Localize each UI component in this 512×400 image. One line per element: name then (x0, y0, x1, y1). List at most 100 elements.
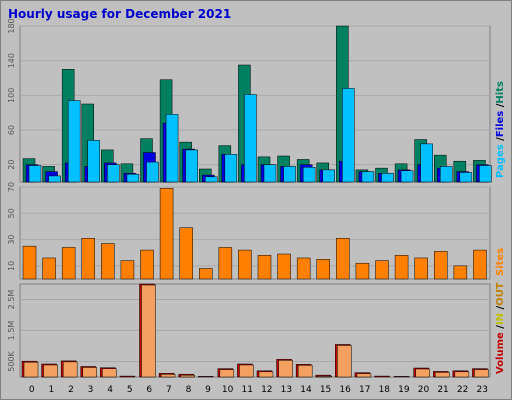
y-tick-label: 50 (7, 208, 16, 218)
pages-files-hits-label-part: Hits (495, 81, 506, 104)
volume-in-out-label-part: OUT (495, 282, 506, 306)
volume-panel: 500K 1.5M 2.5M (7, 283, 491, 378)
x-tick-label: 18 (379, 385, 391, 395)
x-tick-label: 1 (49, 385, 55, 395)
bar-pages (126, 173, 140, 183)
bar-volume-out (62, 361, 78, 378)
x-tick-label: 11 (241, 385, 252, 395)
x-tick-label: 23 (476, 385, 487, 395)
bar-volume-out (317, 375, 332, 378)
bar-volume-out (356, 373, 372, 378)
bar-pages (440, 166, 453, 183)
bar-pages (400, 170, 414, 183)
x-tick-label: 17 (359, 385, 370, 395)
bar-volume (393, 376, 410, 378)
bar-volume-out (278, 360, 293, 378)
bar-volume-out (102, 368, 117, 378)
bar-sites (375, 260, 389, 280)
x-tick-label: 6 (146, 385, 152, 395)
x-tick-label: 19 (398, 385, 410, 395)
bar-sites (277, 253, 291, 280)
x-tick-label: 2 (68, 385, 74, 395)
bar-sites (61, 247, 76, 280)
bar-sites (140, 249, 154, 280)
bar-sites (257, 255, 272, 280)
bar-volume-out (297, 365, 313, 378)
bar-pages (459, 172, 473, 183)
bar-volume-out (180, 374, 195, 378)
volume-in-out-label-part: Volume (495, 332, 506, 374)
bar-sites (296, 257, 311, 280)
bar-volume-out (43, 364, 58, 378)
bar-volume-out (474, 369, 489, 378)
x-tick-label: 0 (29, 385, 35, 395)
bar-sites (414, 257, 428, 280)
bar-sites (238, 249, 252, 280)
x-tick-label: 5 (127, 385, 133, 395)
pages-files-hits-label-part: Files (495, 111, 506, 137)
y-tick-label: 100 (7, 88, 16, 103)
bar-pages (185, 149, 198, 183)
bar-pages (361, 171, 375, 183)
bar-sites (179, 227, 193, 280)
x-tick-label: 16 (339, 385, 351, 395)
x-tick-label: 8 (186, 385, 192, 395)
y-tick-label: 140 (7, 53, 16, 68)
x-tick-label: 3 (88, 385, 94, 395)
bar-pages (244, 94, 257, 183)
bar-pages (87, 140, 100, 183)
bar-volume-out (454, 371, 470, 378)
y-tick-label: 500K (7, 350, 16, 371)
bar-volume-out (415, 368, 430, 378)
y-tick-label: 180 (7, 18, 16, 33)
bar-sites (120, 260, 135, 280)
y-tick-label: 1.5M (7, 321, 16, 341)
bar-sites (42, 257, 56, 280)
bar-sites (199, 268, 213, 280)
chart-title: Hourly usage for December 2021 (8, 7, 231, 21)
x-tick-label: 15 (320, 385, 331, 395)
bar-volume-out (435, 372, 450, 378)
bar-pages (165, 114, 179, 183)
bar-pages (263, 164, 277, 183)
hits-files-pages-panel: 20 60 100 140 180 (7, 18, 492, 183)
pages-files-hits-label-part: Pages (495, 144, 506, 178)
pages-files-hits-label-part: / (495, 137, 506, 144)
bar-volume-out (337, 345, 352, 378)
bar-volume (119, 375, 136, 378)
x-tick-label: 20 (418, 385, 430, 395)
pages-files-hits-label-part: / (495, 103, 506, 110)
bar-pages (322, 169, 335, 183)
bar-sites (22, 245, 37, 280)
volume-in-out-label-part: / (495, 325, 506, 332)
plot-area (19, 186, 491, 280)
bar-pages (479, 165, 492, 183)
bar-sites (453, 265, 468, 280)
volume-in-out-label: Volume /IN /OUT (495, 282, 506, 374)
bar-sites (434, 251, 448, 280)
x-axis-labels: 0 1 2 3 4 5 6 7 8 9 10 11 12 13 14 15 16 17 18 19 20 21 22 23 (29, 385, 488, 395)
bar-sites (394, 255, 409, 280)
sites-label-part: Sites (495, 248, 506, 276)
bar-volume-out (141, 284, 156, 378)
x-tick-label: 9 (205, 385, 211, 395)
volume-in-out-label-part: / (495, 305, 506, 312)
pages-files-hits-label: Pages /Files /Hits (495, 81, 506, 178)
bar-pages (302, 167, 316, 183)
y-tick-label: 70 (7, 182, 16, 192)
bar-sites (101, 243, 115, 280)
bar-pages (48, 175, 61, 183)
y-tick-label: 30 (7, 234, 16, 244)
bar-volume (374, 375, 390, 378)
bar-pages (381, 173, 394, 183)
bar-volume-out (23, 361, 39, 378)
bar-pages (146, 161, 159, 183)
bar-pages (283, 166, 296, 183)
bar-pages (107, 164, 120, 183)
bar-sites (336, 238, 350, 280)
bar-pages (67, 100, 81, 183)
x-tick-label: 10 (222, 385, 234, 395)
bar-volume-out (82, 367, 97, 378)
